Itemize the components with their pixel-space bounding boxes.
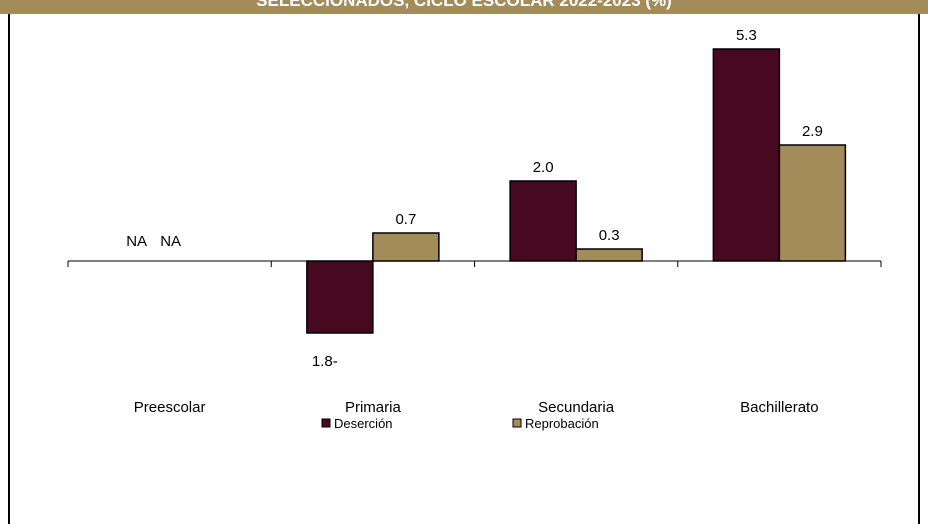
category-label-primaria: Primaria — [345, 399, 401, 416]
category-label-secundaria: Secundaria — [538, 399, 615, 416]
bar-reprobacion-bachillerato — [778, 144, 847, 262]
data-label-desercion-primaria: 1.8- — [312, 353, 338, 370]
bar-reprobacion-primaria — [372, 232, 440, 262]
legend-swatch-desercion — [321, 418, 331, 428]
data-label-reprobacion-preescolar: NA — [160, 233, 181, 250]
data-label-reprobacion-primaria: 0.7 — [395, 211, 416, 228]
legend-label-desercion: Deserción — [334, 416, 393, 431]
data-label-reprobacion-bachillerato: 2.9 — [802, 123, 823, 140]
data-label-desercion-bachillerato: 5.3 — [736, 27, 757, 44]
bar-desercion-primaria — [306, 260, 374, 334]
bar-reprobacion-secundaria — [575, 248, 643, 262]
legend-label-reprobacion: Reprobación — [525, 416, 599, 431]
chart-title: SELECCIONADOS, CICLO ESCOLAR 2022-2023 (… — [256, 0, 672, 10]
chart-frame — [8, 14, 920, 524]
category-label-bachillerato: Bachillerato — [740, 399, 818, 416]
data-label-desercion-preescolar: NA — [126, 233, 147, 250]
data-label-desercion-secundaria: 2.0 — [533, 159, 554, 176]
bar-desercion-bachillerato — [712, 48, 781, 262]
legend-swatch-reprobacion — [512, 418, 522, 428]
bar-desercion-secundaria — [509, 180, 577, 262]
data-label-reprobacion-secundaria: 0.3 — [599, 227, 620, 244]
title-band: SELECCIONADOS, CICLO ESCOLAR 2022-2023 (… — [0, 0, 928, 14]
category-label-preescolar: Preescolar — [134, 399, 206, 416]
